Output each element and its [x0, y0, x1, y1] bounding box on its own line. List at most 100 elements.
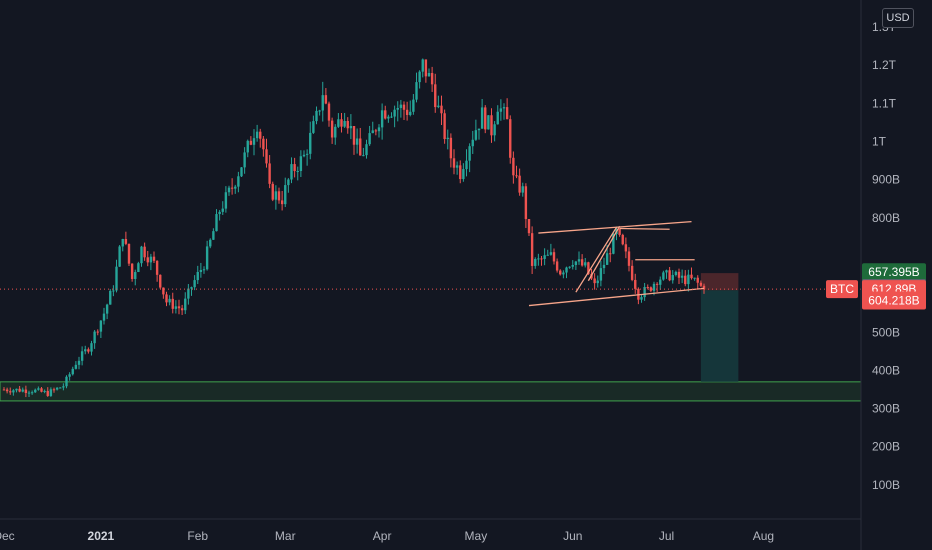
candle-body — [421, 59, 424, 72]
candle-body — [221, 208, 224, 212]
candle-body — [405, 109, 409, 115]
candle-body — [543, 255, 546, 259]
symbol-badge-label: BTC — [830, 282, 854, 296]
currency-button[interactable]: USD — [882, 8, 914, 28]
candle-body — [240, 167, 243, 177]
candle-body — [215, 214, 218, 232]
candle-body — [312, 121, 315, 133]
candle-body — [277, 191, 281, 201]
candle-body — [77, 360, 81, 365]
time-tick-label: Aug — [753, 529, 774, 543]
candle-body — [193, 280, 196, 288]
candle-body — [427, 73, 431, 77]
candle-body — [562, 272, 565, 275]
candle-body — [699, 282, 703, 286]
candle-body — [518, 175, 521, 193]
candle-body — [152, 256, 156, 261]
candle-body — [287, 179, 290, 186]
candle-body — [280, 200, 284, 205]
candle-body — [196, 271, 199, 281]
candle-body — [659, 279, 662, 285]
candle-body — [655, 283, 659, 285]
candle-body — [149, 256, 153, 263]
candle-body — [424, 59, 428, 77]
candle-body — [40, 388, 43, 392]
candle-body — [52, 389, 56, 391]
candle-body — [124, 239, 128, 244]
candle-body — [690, 274, 693, 279]
candle-body — [165, 294, 168, 303]
candle-body — [130, 263, 134, 279]
candle-body — [418, 71, 421, 83]
candle-body — [171, 298, 174, 309]
candle-body — [665, 270, 668, 273]
price-tick-label: 1.1T — [872, 96, 897, 110]
candle-body — [490, 115, 493, 136]
candle-body — [155, 260, 159, 275]
candle-body — [534, 258, 537, 266]
candle-body — [37, 388, 40, 390]
candle-body — [34, 389, 37, 393]
candle-body — [302, 154, 306, 157]
candle-body — [21, 389, 24, 392]
candle-body — [84, 349, 87, 352]
candle-body — [2, 389, 6, 391]
candle-body — [480, 107, 484, 129]
candle-body — [524, 186, 528, 220]
candle-body — [234, 186, 237, 189]
candle-body — [371, 130, 374, 134]
candle-body — [290, 164, 293, 180]
candle-body — [315, 110, 318, 122]
candle-body — [574, 261, 578, 265]
candle-body — [549, 252, 553, 255]
candle-body — [443, 113, 446, 140]
candle-body — [521, 186, 524, 193]
candle-body — [309, 132, 312, 154]
candle-body — [27, 392, 31, 394]
pattern-trendline — [528, 287, 705, 307]
price-badge — [862, 291, 926, 310]
price-tick-label: 1.2T — [872, 58, 897, 72]
candle-body — [368, 133, 371, 145]
candle-body — [90, 343, 93, 352]
candle-body — [477, 128, 481, 131]
candle-body — [662, 272, 665, 280]
candle-body — [55, 387, 59, 390]
price-axis[interactable]: 100B200B300B400B500B800B900B1T1.1T1.2T1.… — [872, 20, 900, 492]
candle-body — [24, 389, 28, 393]
candle-body — [340, 119, 343, 127]
candle-body — [455, 165, 459, 168]
pattern-trendline — [619, 227, 670, 230]
candle-body — [621, 234, 624, 245]
candle-body — [5, 389, 9, 392]
candle-body — [59, 387, 62, 389]
candle-body — [349, 126, 353, 129]
candle-body — [249, 140, 253, 145]
time-axis[interactable]: Dec 2021 Feb Mar Apr May Jun Jul Aug — [0, 529, 774, 543]
candle-body — [187, 288, 190, 299]
candle-body — [493, 124, 496, 136]
candle-body — [184, 298, 187, 311]
candle-body — [134, 272, 137, 279]
candle-body — [118, 246, 121, 267]
candle-body — [230, 187, 234, 189]
candle-body — [377, 127, 381, 132]
candle-body — [296, 170, 299, 172]
candle-body — [468, 146, 471, 161]
candle-body — [415, 82, 418, 100]
candle-body — [680, 275, 684, 278]
candle-body — [449, 137, 453, 159]
candle-body — [387, 116, 390, 119]
candle-body — [437, 105, 440, 108]
candle-body — [643, 287, 646, 298]
candle-body — [540, 258, 543, 260]
candle-body — [337, 119, 340, 127]
price-tick-label: 200B — [872, 440, 900, 454]
candle-body — [49, 389, 53, 396]
candle-body — [305, 153, 309, 155]
candle-body — [459, 165, 462, 180]
symbol-badge — [826, 280, 858, 299]
candle-body — [552, 252, 556, 262]
